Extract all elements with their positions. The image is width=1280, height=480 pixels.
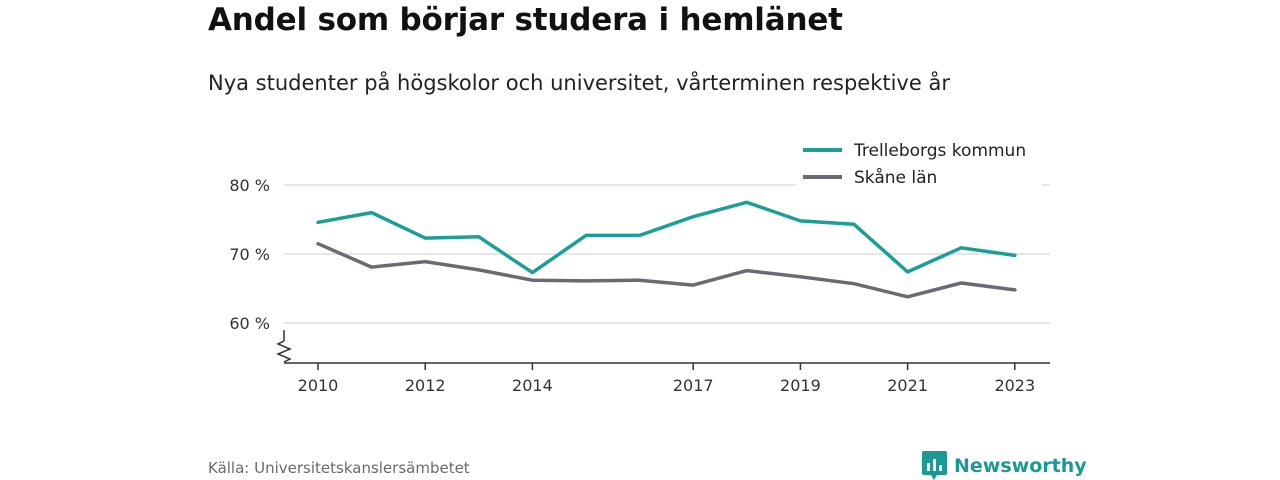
y-axis-break-icon	[276, 340, 292, 363]
legend-label-0: Trelleborgs kommun	[853, 141, 1026, 161]
x-tick-label: 2010	[298, 376, 339, 395]
brand-logo: Newsworthy	[922, 451, 1087, 480]
x-tick-label: 2017	[673, 376, 714, 395]
x-tick-label: 2023	[994, 376, 1035, 395]
legend-background	[796, 138, 1042, 190]
brand-name: Newsworthy	[954, 454, 1087, 477]
x-tick-label: 2021	[887, 376, 928, 395]
chart-subtitle: Nya studenter på högskolor och universit…	[208, 71, 950, 95]
chart-title: Andel som börjar studera i hemlänet	[208, 2, 843, 38]
source-note: Källa: Universitetskanslersämbetet	[208, 459, 470, 477]
y-tick-label: 60 %	[229, 314, 270, 333]
series-line-0	[316, 200, 1017, 275]
y-tick-label: 70 %	[229, 245, 270, 264]
legend-label-1: Skåne län	[854, 167, 937, 188]
x-tick-label: 2014	[512, 376, 553, 395]
x-tick-label: 2012	[405, 376, 446, 395]
x-tick-label: 2019	[780, 376, 821, 395]
series-line-1	[316, 241, 1017, 299]
newsworthy-logo-icon	[922, 451, 947, 480]
y-tick-label: 80 %	[229, 176, 270, 195]
